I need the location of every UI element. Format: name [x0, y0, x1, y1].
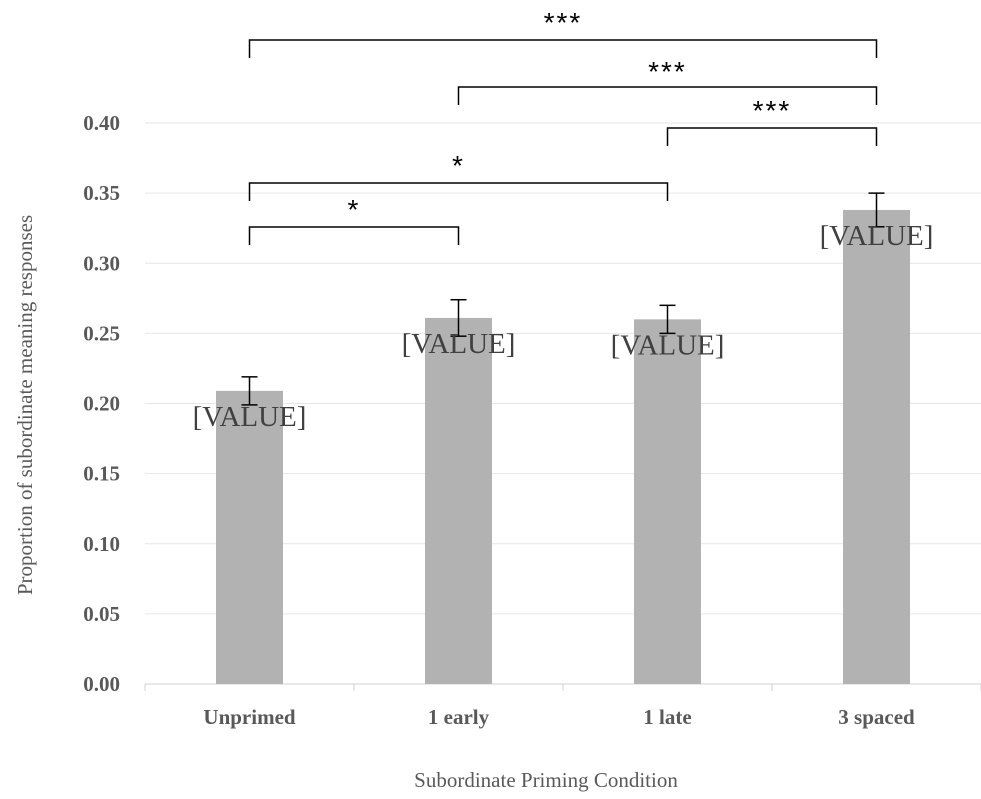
- axes: [144, 683, 981, 691]
- y-tick-label: 0.25: [83, 321, 120, 345]
- y-tick-label: 0.05: [83, 602, 120, 626]
- bar: [425, 317, 492, 684]
- y-tick-label: 0.15: [83, 462, 120, 486]
- significance-label: *: [452, 150, 465, 181]
- data-label: [VALUE]: [402, 328, 516, 360]
- y-axis-title: Proportion of subordinate meaning respon…: [13, 215, 37, 595]
- y-tick-label: 0.35: [83, 181, 120, 205]
- error-bars: [241, 192, 885, 406]
- significance-bracket: [248, 226, 460, 245]
- data-label: [VALUE]: [611, 329, 725, 361]
- significance-label: ***: [648, 56, 687, 87]
- y-tick-labels: 0.00 0.05 0.10 0.15 0.20 0.25 0.30 0.35 0.40: [83, 111, 120, 696]
- y-tick-label: 0.10: [83, 532, 120, 556]
- y-tick-label: 0.20: [83, 392, 120, 416]
- significance-label: *: [348, 194, 361, 225]
- x-tick-label: Unprimed: [203, 705, 295, 729]
- significance-label: ***: [753, 95, 792, 126]
- x-tick-label: 1 early: [428, 705, 490, 729]
- significance-bracket: [248, 39, 878, 58]
- x-tick-labels: Unprimed 1 early 1 late 3 spaced: [203, 705, 915, 729]
- y-tick-label: 0.40: [83, 111, 120, 135]
- x-tick-label: 1 late: [643, 705, 691, 729]
- bar: [634, 319, 701, 684]
- significance-brackets: ***********: [248, 7, 878, 245]
- y-tick-label: 0.30: [83, 251, 120, 275]
- x-tick-label: 3 spaced: [838, 705, 915, 729]
- y-tick-label: 0.00: [83, 672, 120, 696]
- bar: [843, 209, 910, 684]
- significance-bracket: [457, 86, 878, 105]
- data-label: [VALUE]: [820, 220, 934, 252]
- gridlines: [145, 122, 981, 615]
- data-label: [VALUE]: [193, 401, 307, 433]
- bars: [216, 209, 910, 684]
- x-axis-title: Subordinate Priming Condition: [414, 768, 678, 792]
- bar: [216, 390, 283, 684]
- data-labels: [VALUE] [VALUE] [VALUE] [VALUE]: [193, 220, 934, 433]
- significance-label: ***: [544, 7, 583, 38]
- significance-bracket: [248, 182, 669, 201]
- significance-bracket: [666, 127, 878, 146]
